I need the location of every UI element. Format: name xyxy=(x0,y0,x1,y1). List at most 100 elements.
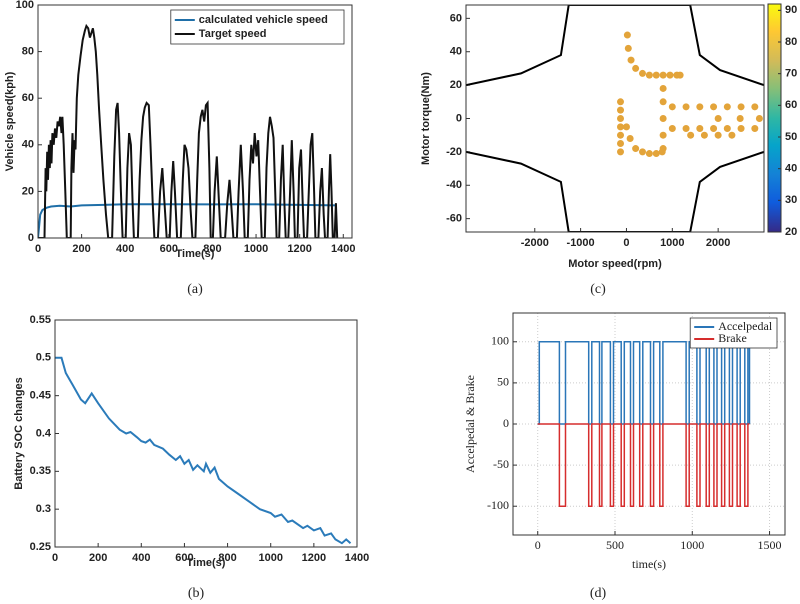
operating-point xyxy=(624,44,632,52)
axes-box xyxy=(37,4,353,239)
operating-point xyxy=(666,71,674,79)
y-tick-label: 80 xyxy=(22,46,34,58)
y-axis-label: Vehicle speed(kph) xyxy=(4,71,16,171)
legend-box xyxy=(689,317,778,349)
x-tick-label: 1200 xyxy=(287,243,311,255)
colorbar-tick-label: 90 xyxy=(785,4,797,16)
y-axis-label: Battery SOC changes xyxy=(13,377,25,489)
axes-box xyxy=(512,312,786,536)
operating-point xyxy=(682,103,690,111)
operating-point xyxy=(617,98,625,106)
operating-point xyxy=(645,150,653,158)
legend-label: Accelpedal xyxy=(718,319,773,333)
y-tick-label: -100 xyxy=(487,498,509,512)
caption: (a) xyxy=(187,282,203,297)
y-tick-label: 20 xyxy=(22,185,34,197)
operating-point xyxy=(617,115,625,122)
x-tick-label: 600 xyxy=(175,552,193,564)
axes-box xyxy=(465,4,765,233)
operating-point xyxy=(652,71,660,79)
operating-point xyxy=(723,103,731,111)
y-axis-label: Accelpedal & Brake xyxy=(463,375,477,473)
operating-point xyxy=(714,115,722,122)
x-tick-label: 200 xyxy=(72,243,90,255)
x-axis-label: Time(s) xyxy=(176,248,215,260)
series-line xyxy=(466,5,764,87)
operating-point xyxy=(627,56,635,64)
colorbar-tick-label: 60 xyxy=(785,99,797,111)
x-tick-label: 400 xyxy=(116,243,134,255)
x-tick-label: 800 xyxy=(203,243,221,255)
series-line xyxy=(38,203,337,238)
x-axis-label: time(s) xyxy=(632,557,666,571)
operating-point xyxy=(710,125,718,133)
operating-point xyxy=(755,115,763,122)
operating-point xyxy=(617,131,625,139)
colorbar-tick-label: 70 xyxy=(785,68,797,80)
operating-point xyxy=(617,106,625,114)
y-tick-label: 60 xyxy=(450,12,462,24)
operating-point xyxy=(676,71,684,79)
operating-point xyxy=(668,125,676,133)
legend-label: Target speed xyxy=(199,28,267,40)
x-tick-label: 1000 xyxy=(680,538,704,552)
operating-point xyxy=(659,84,667,92)
operating-point xyxy=(723,125,731,133)
y-tick-label: 20 xyxy=(450,79,462,91)
operating-point xyxy=(728,131,736,139)
operating-point xyxy=(639,148,647,156)
x-tick-label: 1000 xyxy=(244,243,268,255)
series-line xyxy=(38,23,339,238)
x-tick-label: 2000 xyxy=(706,237,730,249)
operating-point xyxy=(645,71,653,79)
y-tick-label: 0.4 xyxy=(36,427,52,439)
x-tick-label: -1000 xyxy=(567,237,595,249)
operating-point xyxy=(714,131,722,139)
operating-point xyxy=(696,125,704,133)
series-line xyxy=(55,356,352,545)
y-axis-label: Motor torque(Nm) xyxy=(420,72,432,165)
legend-label: calculated vehicle speed xyxy=(199,14,328,26)
operating-point xyxy=(751,125,759,133)
y-tick-label: 0.45 xyxy=(30,390,51,402)
colorbar-tick-label: 40 xyxy=(785,163,797,175)
x-tick-label: 1400 xyxy=(345,552,369,564)
operating-point xyxy=(659,71,667,79)
operating-point xyxy=(737,103,745,111)
operating-point xyxy=(632,64,640,72)
x-tick-label: 1000 xyxy=(258,552,282,564)
colorbar-tick-label: 30 xyxy=(785,194,797,206)
caption: (b) xyxy=(188,586,205,601)
operating-point xyxy=(623,31,631,39)
legend-box xyxy=(170,9,345,45)
caption: (c) xyxy=(590,282,606,297)
y-tick-label: 40 xyxy=(22,139,34,151)
operating-point xyxy=(737,125,745,133)
y-tick-label: 0.35 xyxy=(30,465,51,477)
colorbar-tick-label: 80 xyxy=(785,36,797,48)
operating-point xyxy=(696,103,704,111)
operating-point xyxy=(710,103,718,111)
y-tick-label: 0 xyxy=(456,112,462,124)
caption: (d) xyxy=(590,586,607,601)
y-tick-label: -40 xyxy=(446,179,462,191)
series-line xyxy=(537,341,751,425)
y-tick-label: -50 xyxy=(493,457,509,471)
operating-point xyxy=(626,135,634,143)
y-tick-label: -60 xyxy=(446,213,462,225)
x-tick-label: 1000 xyxy=(660,237,684,249)
x-tick-label: 0 xyxy=(623,237,629,249)
y-tick-label: 50 xyxy=(497,375,509,389)
operating-point xyxy=(622,123,630,131)
x-axis-label: Time(s) xyxy=(187,557,226,569)
axes-box xyxy=(54,319,358,548)
operating-point xyxy=(658,148,666,156)
x-tick-label: 0 xyxy=(535,538,541,552)
x-tick-label: 0 xyxy=(35,243,41,255)
x-tick-label: 1500 xyxy=(758,538,782,552)
series-line xyxy=(537,423,750,507)
x-tick-label: 600 xyxy=(160,243,178,255)
operating-point xyxy=(736,115,744,122)
operating-point xyxy=(668,103,676,111)
